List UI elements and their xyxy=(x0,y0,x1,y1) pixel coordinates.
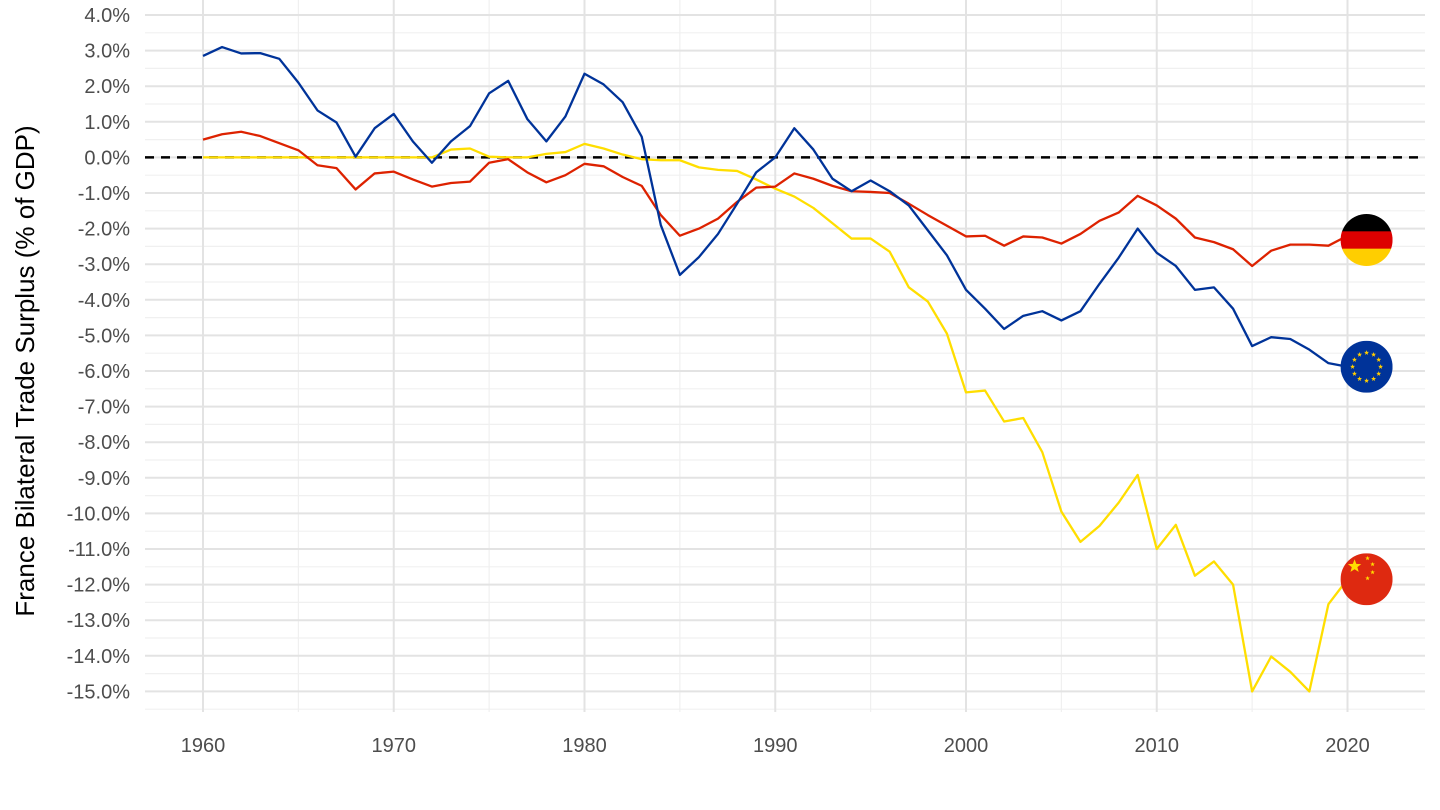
x-tick-label: 2000 xyxy=(944,735,989,757)
y-tick-label: -9.0% xyxy=(78,468,130,490)
y-tick-label: -6.0% xyxy=(78,361,130,383)
x-tick-label: 1980 xyxy=(562,735,607,757)
china-flag-icon xyxy=(1340,553,1393,606)
series-line-germany xyxy=(202,130,1367,268)
y-tick-label: -8.0% xyxy=(78,432,130,454)
y-tick-label: -4.0% xyxy=(78,290,130,312)
y-tick-label: 2.0% xyxy=(84,76,130,98)
y-tick-label: -11.0% xyxy=(68,539,130,561)
y-tick-label: -12.0% xyxy=(67,575,131,597)
series-line-china xyxy=(203,142,1349,693)
x-tick-label: 2020 xyxy=(1325,735,1370,757)
grid-lines xyxy=(145,0,1425,712)
y-axis-label: France Bilateral Trade Surplus (% of GDP… xyxy=(10,125,40,616)
y-tick-label: -3.0% xyxy=(78,254,130,276)
x-axis-ticks: 1960 1970 1980 1990 2000 2010 2020 xyxy=(181,735,1370,757)
series-lines xyxy=(202,45,1367,693)
x-tick-label: 1960 xyxy=(181,735,226,757)
y-tick-label: -15.0% xyxy=(67,681,131,703)
y-tick-label: -10.0% xyxy=(67,503,131,525)
y-tick-label: -14.0% xyxy=(67,646,131,668)
germany-flag-icon xyxy=(1340,213,1393,266)
y-tick-label: -13.0% xyxy=(67,610,131,632)
y-tick-label: -1.0% xyxy=(78,183,130,205)
y-tick-label: 0.0% xyxy=(84,147,130,169)
eu-flag-icon xyxy=(1340,340,1393,393)
series-line-eu xyxy=(202,45,1348,368)
x-tick-label: 1970 xyxy=(372,735,417,757)
x-tick-label: 1990 xyxy=(753,735,798,757)
y-tick-label: 1.0% xyxy=(84,112,130,134)
x-tick-label: 2010 xyxy=(1135,735,1180,757)
flag-markers xyxy=(1340,213,1393,606)
y-tick-label: 4.0% xyxy=(84,5,130,27)
y-tick-label: -7.0% xyxy=(78,397,130,419)
y-tick-label: 3.0% xyxy=(84,41,130,63)
y-tick-label: -2.0% xyxy=(78,219,130,241)
y-tick-label: -5.0% xyxy=(78,325,130,347)
y-axis-ticks: 4.0% 3.0% 2.0% 1.0% 0.0% -1.0% -2.0% -3.0% -4.0%… xyxy=(67,5,131,703)
